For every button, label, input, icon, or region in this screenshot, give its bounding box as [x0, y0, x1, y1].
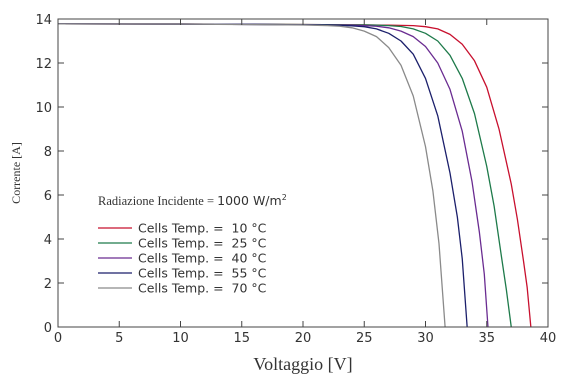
legend-title-prefix: Radiazione Incidente =	[98, 194, 217, 208]
x-tick-label: 20	[295, 331, 312, 346]
x-tick-label: 30	[417, 331, 434, 346]
legend-label: Cells Temp. = 40 °C	[138, 251, 267, 266]
y-tick-label: 6	[44, 189, 52, 204]
series-line	[57, 23, 446, 328]
x-tick-label: 15	[233, 331, 250, 346]
y-axis-title: Corrente [A]	[9, 142, 23, 204]
y-tick-label: 2	[44, 277, 52, 292]
series-lines	[57, 23, 532, 328]
x-tick-label: 0	[54, 331, 62, 346]
x-tick-label: 5	[115, 331, 123, 346]
legend-label: Cells Temp. = 55 °C	[138, 266, 267, 281]
plot-frame	[57, 18, 549, 328]
x-tick-label: 25	[356, 331, 373, 346]
legend-label: Cells Temp. = 70 °C	[138, 281, 267, 296]
series-line	[57, 23, 512, 328]
x-tick-label: 40	[540, 331, 557, 346]
legend-title-value: 1000 W/m	[217, 193, 282, 208]
legend-label: Cells Temp. = 10 °C	[138, 221, 267, 236]
y-tick-label: 14	[35, 13, 52, 28]
x-axis-title: Voltaggio [V]	[253, 354, 352, 374]
x-tick-label: 35	[478, 331, 495, 346]
legend-title-superscript: 2	[282, 193, 287, 202]
series-line	[57, 23, 489, 328]
y-tick-label: 10	[35, 101, 52, 116]
y-tick-label: 8	[44, 145, 52, 160]
legend-label: Cells Temp. = 25 °C	[138, 236, 267, 251]
x-tick-labels: 0 5 10 15 20 25 30 35 40	[54, 331, 556, 346]
x-tick-label: 10	[172, 331, 189, 346]
legend-title: Radiazione Incidente = 1000 W/m2	[98, 193, 287, 208]
y-tick-labels: 0 2 4 6 8 10 12 14	[35, 13, 52, 336]
y-tick-label: 4	[44, 233, 52, 248]
axis-ticks	[57, 18, 549, 328]
legend: Radiazione Incidente = 1000 W/m2 Cells T…	[98, 193, 287, 296]
series-line	[57, 23, 532, 328]
y-tick-label: 0	[44, 321, 52, 336]
y-tick-label: 12	[35, 57, 52, 72]
